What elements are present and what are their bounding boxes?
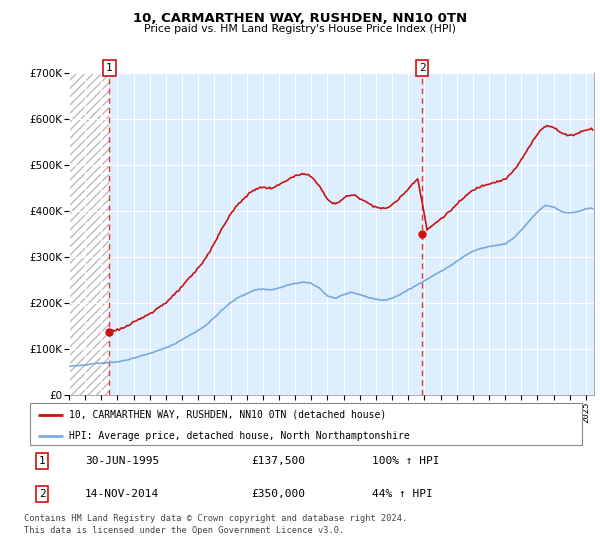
Bar xyxy=(69,73,109,395)
Text: 1: 1 xyxy=(106,63,113,73)
Text: 10, CARMARTHEN WAY, RUSHDEN, NN10 0TN: 10, CARMARTHEN WAY, RUSHDEN, NN10 0TN xyxy=(133,12,467,25)
Text: 2: 2 xyxy=(419,63,425,73)
Text: 44% ↑ HPI: 44% ↑ HPI xyxy=(372,489,433,499)
Text: Contains HM Land Registry data © Crown copyright and database right 2024.: Contains HM Land Registry data © Crown c… xyxy=(24,514,407,523)
Text: 10, CARMARTHEN WAY, RUSHDEN, NN10 0TN (detached house): 10, CARMARTHEN WAY, RUSHDEN, NN10 0TN (d… xyxy=(68,410,386,420)
Text: HPI: Average price, detached house, North Northamptonshire: HPI: Average price, detached house, Nort… xyxy=(68,431,409,441)
Text: 2: 2 xyxy=(39,489,46,499)
Text: 1: 1 xyxy=(39,456,46,466)
Text: 14-NOV-2014: 14-NOV-2014 xyxy=(85,489,160,499)
Text: 30-JUN-1995: 30-JUN-1995 xyxy=(85,456,160,466)
FancyBboxPatch shape xyxy=(30,403,582,445)
Text: Price paid vs. HM Land Registry's House Price Index (HPI): Price paid vs. HM Land Registry's House … xyxy=(144,24,456,34)
Text: £137,500: £137,500 xyxy=(251,456,305,466)
Text: This data is licensed under the Open Government Licence v3.0.: This data is licensed under the Open Gov… xyxy=(24,526,344,535)
Text: £350,000: £350,000 xyxy=(251,489,305,499)
Text: 100% ↑ HPI: 100% ↑ HPI xyxy=(372,456,440,466)
